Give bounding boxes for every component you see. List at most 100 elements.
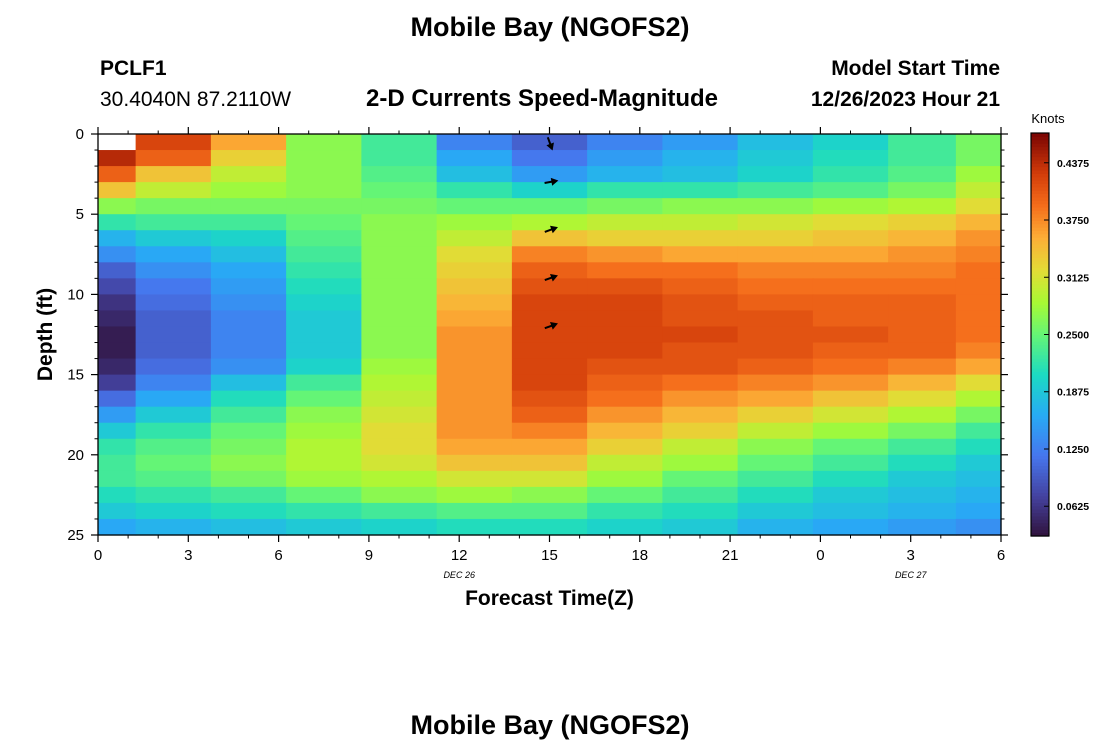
heatmap-cell [587,134,663,151]
heatmap-cell [361,518,438,536]
heatmap-cell [955,182,1002,199]
heatmap-cell [511,246,588,263]
heatmap-cell [286,502,362,520]
heatmap-cell [812,454,889,472]
colorbar-segment [1031,502,1049,507]
heatmap-cell [361,262,438,279]
colorbar-segment [1031,159,1049,164]
heatmap-cell [737,230,814,247]
colorbar-segment [1031,237,1049,242]
heatmap-cell [511,230,588,247]
heatmap-cell [135,406,212,424]
heatmap-cell [888,326,957,344]
heatmap-cell [737,374,814,392]
heatmap-cell [210,182,287,199]
current-arrow [544,322,558,330]
heatmap-cell [286,342,362,360]
heatmap-cell [135,438,212,456]
heatmap-cell [737,150,814,167]
colorbar-segment [1031,415,1049,420]
date-label: DEC 27 [895,570,928,580]
heatmap-cell [812,310,889,328]
heatmap-cell [511,150,588,167]
heatmap-cell [812,518,889,536]
heatmap-cell [888,134,957,151]
current-arrow [546,136,554,151]
heatmap-cell [210,422,287,440]
colorbar-segment [1031,220,1049,225]
colorbar-segment [1031,482,1049,487]
heatmap-cell [210,438,287,456]
heatmap-cell [98,326,137,344]
colorbar-segment [1031,455,1049,460]
heatmap-cell [812,438,889,456]
heatmap-cell [812,166,889,183]
heatmap-cell [587,278,663,295]
heatmap-cell [135,294,212,312]
heatmap-cell [135,230,212,247]
heatmap-cell [436,134,513,151]
heatmap-cell [135,214,212,231]
heatmap-cell [662,422,739,440]
heatmap-cell [436,518,513,536]
heatmap-cell [436,422,513,440]
colorbar-segment [1031,401,1049,406]
heatmap-cell [361,150,438,167]
heatmap-cell [955,342,1002,360]
colorbar-segment [1031,374,1049,379]
colorbar-segment [1031,331,1049,336]
colorbar-tick-label: 0.1250 [1057,444,1089,456]
x-tick-label: 15 [541,547,558,564]
heatmap-cell [587,374,663,392]
heatmap-cell [662,166,739,183]
heatmap-cell [286,326,362,344]
heatmap-cell [135,278,212,295]
heatmap-cell [98,374,137,392]
model-start-time: 12/26/2023 Hour 21 [810,88,1000,111]
heatmap-cell [737,166,814,183]
heatmap-cell [888,422,957,440]
heatmap-cell [955,326,1002,344]
heatmap-cell [812,150,889,167]
heatmap-cell [210,470,287,488]
heatmap-cell [436,246,513,263]
y-tick-label: 25 [67,527,84,544]
heatmap-cell [737,134,814,151]
heatmap-cell [888,278,957,295]
colorbar-segment [1031,193,1049,198]
heatmap-cell [135,486,212,504]
colorbar-segment [1031,294,1049,299]
date-label: DEC 26 [443,570,475,580]
heatmap-cell [955,374,1002,392]
heatmap-cell [737,518,814,536]
heatmap-cell [662,454,739,472]
plot-axes: 0 3 6 9 12 15 18 21 0 3 6 0 5 10 15 20 25 DEC 26 DEC 27 [67,126,1008,580]
heatmap-cell [286,310,362,328]
heatmap-cell [210,326,287,344]
heatmap-cell [737,262,814,279]
heatmap-cell [286,390,362,408]
heatmap-cell [286,246,362,263]
current-arrow-head [550,322,558,330]
heatmap-cell [662,262,739,279]
colorbar-segment [1031,492,1049,497]
heatmap-cell [286,374,362,392]
heatmap-cell [135,454,212,472]
heatmap-cell [511,374,588,392]
colorbar-segment [1031,445,1049,450]
heatmap-cell [812,198,889,215]
colorbar-segment [1031,512,1049,517]
heatmap-cell [98,406,137,424]
heatmap-cell [286,134,362,151]
heatmap-cell [361,326,438,344]
colorbar-segment [1031,153,1049,158]
colorbar-segment [1031,210,1049,215]
heatmap-cell [587,470,663,488]
y-tick-label: 10 [67,286,84,303]
heatmap-cell [812,422,889,440]
heatmap-cell [98,134,137,151]
heatmap-cell [955,390,1002,408]
heatmap-cell [888,406,957,424]
colorbar-segment [1031,458,1049,463]
colorbar-segment [1031,488,1049,493]
